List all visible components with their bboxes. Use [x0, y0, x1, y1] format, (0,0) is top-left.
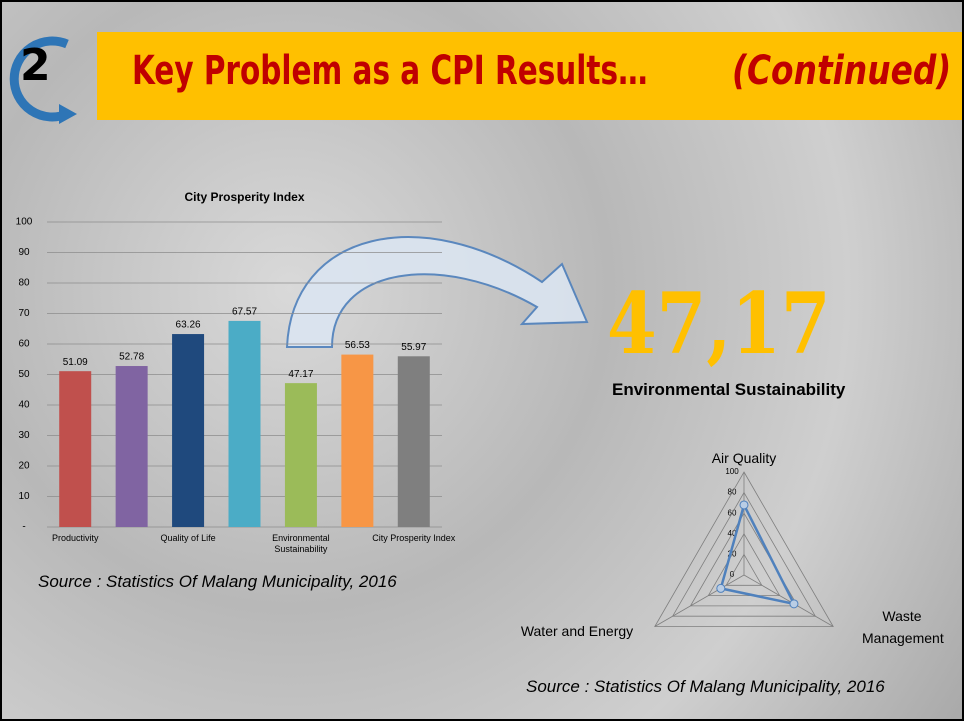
- radar-point: [717, 584, 725, 592]
- highlight-label: Environmental Sustainability: [612, 380, 845, 400]
- x-tick-label: Environmental Sustainability: [256, 533, 346, 555]
- axis-label: Air Quality: [684, 447, 804, 469]
- y-tick-label: 60: [18, 339, 30, 350]
- bar: [341, 355, 373, 527]
- value-label: 63.26: [176, 320, 201, 331]
- value-label: 55.97: [401, 342, 426, 353]
- source: Source : Statistics Of Malang Municipali…: [38, 572, 397, 592]
- y-tick-label: 20: [18, 461, 30, 472]
- axis-label: Water and Energy: [502, 620, 652, 642]
- source: Source : Statistics Of Malang Municipali…: [526, 677, 885, 697]
- x-tick-label: Productivity: [30, 533, 120, 544]
- value-label: 51.09: [63, 357, 88, 368]
- slide: 2 Key Problem as a CPI Results… (Continu…: [0, 0, 964, 721]
- bar: [285, 383, 317, 527]
- chart-title: City Prosperity Index: [184, 190, 304, 204]
- bar: [172, 334, 204, 527]
- bar: [116, 366, 148, 527]
- value-label: 52.78: [119, 352, 144, 363]
- y-tick-label: 90: [18, 247, 30, 258]
- x-tick-label: City Prosperity Index: [369, 533, 459, 544]
- y-tick-label: 80: [18, 278, 30, 289]
- value-label: 67.57: [232, 307, 257, 318]
- bar: [398, 356, 430, 527]
- x-tick-label: Quality of Life: [143, 533, 233, 544]
- value-label: 47.17: [288, 369, 313, 380]
- axis-label: Waste Management: [862, 605, 942, 649]
- y-tick-label: 10: [18, 491, 30, 502]
- y-tick-label: 30: [18, 430, 30, 441]
- radar-axis: [655, 575, 744, 627]
- bar: [229, 321, 261, 527]
- y-tick-label: 100: [16, 217, 33, 228]
- bar: [59, 371, 91, 527]
- y-tick-label: 70: [18, 308, 30, 319]
- value-label: 56.53: [345, 340, 370, 351]
- highlight-value: 47,17: [607, 274, 831, 373]
- y-tick-label: 50: [18, 369, 30, 380]
- y-tick-label: 40: [18, 400, 30, 411]
- radar-point: [790, 600, 798, 608]
- arrow: [287, 237, 587, 347]
- radar-point: [740, 501, 748, 509]
- y-tick-label: -: [22, 522, 25, 533]
- radar-axis: [744, 575, 833, 627]
